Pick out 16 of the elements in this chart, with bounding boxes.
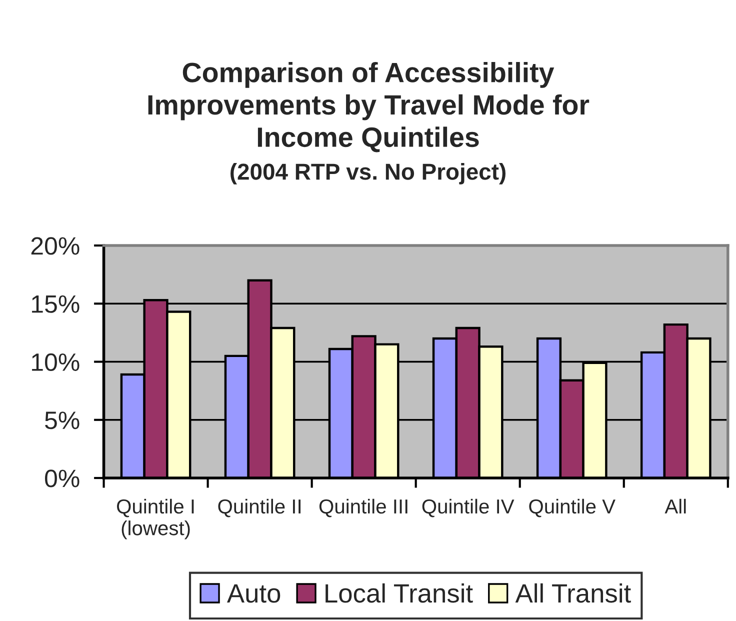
y-tick-label: 15% <box>32 295 80 313</box>
y-tick-label: 5% <box>45 412 80 430</box>
x-tick-label: Quintile II <box>218 498 300 518</box>
x-tick-label: Quintile I (lowest) <box>117 498 194 540</box>
x-tick-label: Quintile IV <box>422 498 514 518</box>
x-tick-label: Quintile III <box>319 498 408 518</box>
y-tick-label: 20% <box>31 237 80 255</box>
y-tick-label: 10% <box>32 353 80 372</box>
legend-label: Local Transit <box>326 583 473 603</box>
chart-subtitle: (2004 RTP vs. No Project) <box>230 163 506 184</box>
y-tick-label: 0% <box>45 470 80 488</box>
x-tick-label: Quintile V <box>529 498 616 518</box>
x-tick-label: All <box>664 498 686 514</box>
chart-title: Comparison of Accessibility Improvements by Travel Mode for Income Quintiles <box>148 62 590 152</box>
legend-label: Auto <box>226 584 280 603</box>
legend-label: All Transit <box>515 583 631 603</box>
